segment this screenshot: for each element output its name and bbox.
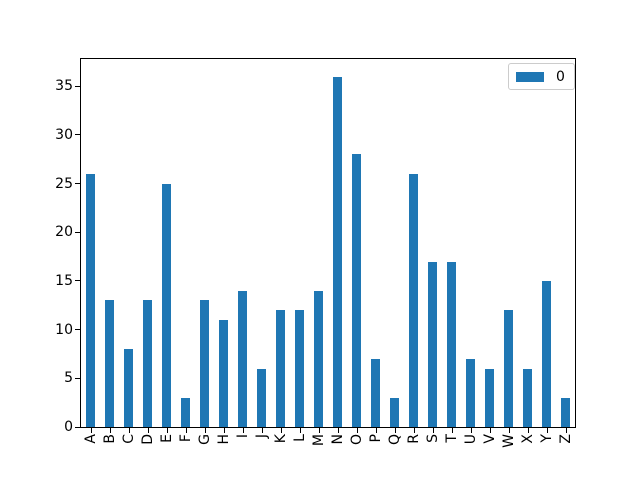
x-tick-N (337, 428, 339, 433)
x-tick-label-I: I (234, 434, 251, 439)
y-tick-0 (75, 426, 80, 428)
x-tick-label-Y: Y (538, 434, 555, 443)
x-tick-label-N: N (329, 434, 346, 445)
bar-A (85, 173, 96, 427)
y-tick-35 (75, 85, 80, 87)
bar-E (161, 183, 172, 427)
x-tick-W (508, 428, 510, 433)
y-tick-label-35: 35 (55, 78, 73, 95)
x-tick-Y (546, 428, 548, 433)
y-tick-label-15: 15 (55, 272, 73, 289)
bar-K (275, 310, 286, 427)
x-tick-label-P: P (367, 434, 384, 443)
bar-F (180, 397, 191, 427)
x-tick-label-B: B (101, 434, 118, 444)
x-tick-label-V: V (481, 434, 498, 444)
x-tick-label-K: K (272, 434, 289, 444)
y-tick-label-5: 5 (64, 370, 73, 387)
bar-I (237, 290, 248, 427)
x-tick-C (128, 428, 130, 433)
x-tick-A (90, 428, 92, 433)
x-tick-F (185, 428, 187, 433)
x-tick-label-H: H (215, 434, 232, 445)
bar-M (313, 290, 324, 427)
bar-Z (560, 397, 571, 427)
y-tick-label-0: 0 (64, 419, 73, 435)
x-tick-Q (394, 428, 396, 433)
y-tick-25 (75, 183, 80, 185)
x-tick-label-Q: Q (386, 434, 403, 446)
bar-G (199, 300, 210, 427)
bar-D (142, 300, 153, 427)
x-tick-L (299, 428, 301, 433)
bar-Q (389, 397, 400, 427)
x-tick-D (147, 428, 149, 433)
bar-R (408, 173, 419, 427)
x-tick-label-T: T (443, 434, 460, 443)
x-tick-label-O: O (348, 434, 365, 446)
legend-swatch (516, 71, 544, 82)
x-tick-Z (565, 428, 567, 433)
bar-S (427, 261, 438, 427)
bar-Y (541, 280, 552, 427)
x-tick-label-W: W (500, 434, 517, 448)
x-tick-H (223, 428, 225, 433)
x-tick-U (470, 428, 472, 433)
y-tick-30 (75, 134, 80, 136)
x-tick-V (489, 428, 491, 433)
x-tick-label-F: F (177, 434, 194, 443)
x-tick-E (166, 428, 168, 433)
plot-area (80, 58, 576, 428)
bar-J (256, 368, 267, 427)
y-tick-5 (75, 377, 80, 379)
bar-O (351, 154, 362, 427)
bar-V (484, 368, 495, 427)
x-tick-label-G: G (196, 434, 213, 445)
y-tick-label-25: 25 (55, 175, 73, 192)
x-tick-I (242, 428, 244, 433)
bar-X (522, 368, 533, 427)
y-tick-label-10: 10 (55, 321, 73, 338)
bar-P (370, 358, 381, 427)
x-tick-G (204, 428, 206, 433)
x-tick-label-A: A (82, 434, 99, 444)
y-tick-10 (75, 329, 80, 331)
x-tick-J (261, 428, 263, 433)
x-tick-label-U: U (462, 434, 479, 445)
x-tick-K (280, 428, 282, 433)
legend-label: 0 (556, 68, 565, 85)
bar-U (465, 358, 476, 427)
bar-T (446, 261, 457, 427)
legend: 0 (508, 63, 575, 90)
x-tick-T (451, 428, 453, 433)
x-tick-label-E: E (158, 434, 175, 443)
bar-C (123, 349, 134, 427)
x-tick-label-D: D (139, 434, 156, 445)
x-tick-label-J: J (253, 434, 270, 439)
y-tick-15 (75, 280, 80, 282)
bar-B (104, 300, 115, 427)
x-tick-O (356, 428, 358, 433)
y-tick-20 (75, 231, 80, 233)
x-tick-X (527, 428, 529, 433)
x-tick-label-R: R (405, 434, 422, 444)
x-tick-label-C: C (120, 434, 137, 444)
x-tick-S (432, 428, 434, 433)
x-tick-label-L: L (291, 434, 308, 442)
x-tick-P (375, 428, 377, 433)
x-tick-label-Z: Z (557, 434, 574, 444)
x-tick-M (318, 428, 320, 433)
x-tick-label-M: M (310, 434, 327, 447)
x-tick-label-S: S (424, 434, 441, 443)
bar-W (503, 310, 514, 427)
x-tick-label-X: X (519, 434, 536, 444)
x-tick-R (413, 428, 415, 433)
y-tick-label-30: 30 (55, 126, 73, 143)
bar-H (218, 319, 229, 427)
bar-L (294, 310, 305, 427)
y-tick-label-20: 20 (55, 224, 73, 241)
bar-N (332, 76, 343, 427)
x-tick-B (109, 428, 111, 433)
